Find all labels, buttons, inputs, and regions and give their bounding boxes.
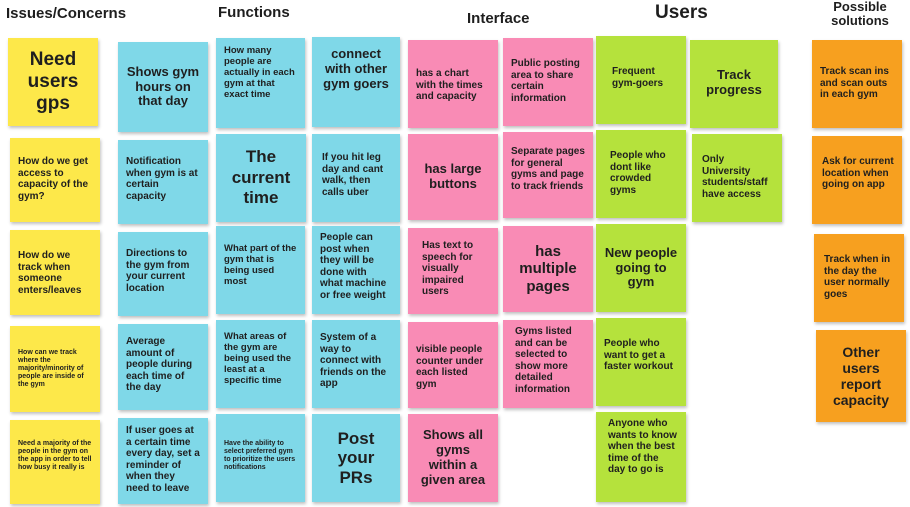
sticky-note-function: connect with other gym goers [312, 37, 400, 127]
sticky-note-function: What areas of the gym are being used the… [216, 320, 305, 408]
sticky-note-function: Notification when gym is at certain capa… [118, 140, 208, 224]
sticky-note-solution: Track scan ins and scan outs in each gym [812, 40, 902, 128]
header-possible-solutions: Possible solutions [831, 0, 889, 28]
sticky-note-user: People who want to get a faster workout [596, 318, 686, 406]
header-users: Users [655, 2, 708, 23]
sticky-note-interface: Public posting area to share certain inf… [503, 38, 593, 126]
sticky-note-function: What part of the gym that is being used … [216, 226, 305, 314]
sticky-note-user: Track progress [690, 40, 778, 128]
header-issues-concerns: Issues/Concerns [6, 5, 127, 22]
sticky-note-function: Post your PRs [312, 414, 400, 502]
sticky-note-function: If you hit leg day and cant walk, then c… [312, 134, 400, 222]
sticky-note-interface: Gyms listed and can be selected to show … [503, 320, 593, 408]
sticky-note-issue: How do we get access to capacity of the … [10, 138, 100, 222]
sticky-note-interface: has multiple pages [503, 226, 593, 312]
sticky-note-issue: Need a majority of the people in the gym… [10, 420, 100, 504]
sticky-note-function: Have the ability to select preferred gym… [216, 414, 305, 502]
header-interface: Interface [467, 10, 530, 27]
sticky-note-issue: How do we track when someone enters/leav… [10, 230, 100, 315]
sticky-note-interface: visible people counter under each listed… [408, 322, 498, 408]
sticky-note-function: Shows gym hours on that day [118, 42, 208, 132]
sticky-note-issue: Need users gps [8, 38, 98, 126]
sticky-note-user: People who dont like crowded gyms [596, 130, 686, 218]
sticky-note-interface: Has text to speech for visually impaired… [408, 228, 498, 314]
sticky-note-user: Anyone who wants to know when the best t… [596, 412, 686, 502]
sticky-note-interface: Separate pages for general gyms and page… [503, 132, 593, 218]
sticky-note-function: People can post when they will be done w… [312, 226, 400, 314]
sticky-note-function: Directions to the gym from your current … [118, 232, 208, 316]
sticky-note-function: System of a way to connect with friends … [312, 320, 400, 408]
sticky-note-solution: Track when in the day the user normally … [814, 234, 904, 322]
sticky-note-solution: Ask for current location when going on a… [812, 136, 902, 224]
sticky-note-solution: Other users report capacity [816, 330, 906, 422]
sticky-note-function: The current time [216, 134, 306, 222]
sticky-note-function: How many people are actually in each gym… [216, 38, 305, 128]
sticky-note-issue: How can we track where the majority/mino… [10, 326, 100, 412]
sticky-note-interface: has large buttons [408, 134, 498, 220]
sticky-note-function: If user goes at a certain time every day… [118, 418, 208, 504]
sticky-note-function: Average amount of people during each tim… [118, 324, 208, 410]
sticky-note-interface: has a chart with the times and capacity [408, 40, 498, 128]
sticky-note-user: Only University students/staff have acce… [692, 134, 782, 222]
sticky-note-user: Frequent gym-goers [596, 36, 686, 124]
header-functions: Functions [218, 4, 290, 21]
sticky-note-user: New people going to gym [596, 224, 686, 312]
sticky-note-interface: Shows all gyms within a given area [408, 414, 498, 502]
